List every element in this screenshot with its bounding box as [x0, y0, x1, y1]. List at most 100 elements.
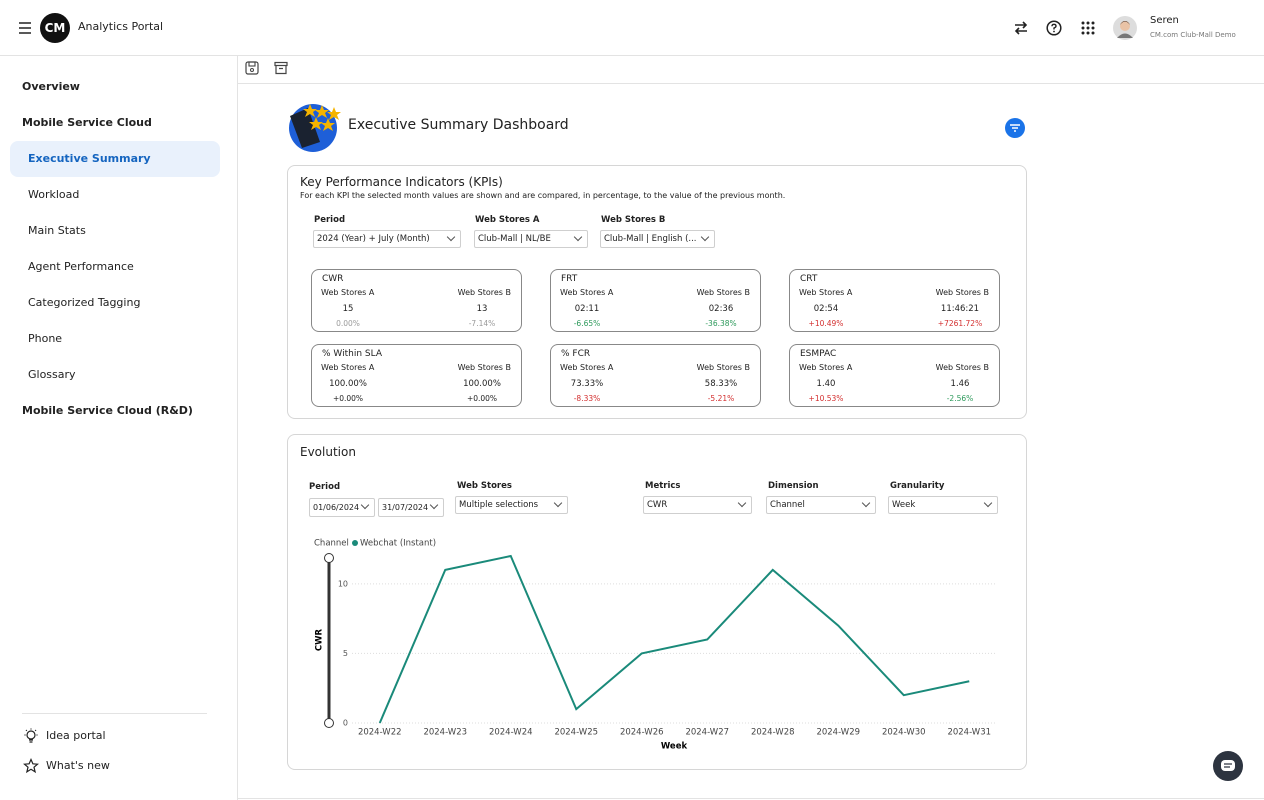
- kpi-value: 100.00%: [329, 379, 367, 389]
- kpi-value: 58.33%: [704, 379, 738, 389]
- x-tick-label: 2024-W24: [489, 728, 533, 738]
- dropdown[interactable]: Channel: [766, 496, 876, 514]
- x-axis-label: Week: [661, 742, 688, 752]
- idea-icon: [24, 728, 38, 743]
- kpi-card-title: % FCR: [561, 349, 591, 359]
- kpi-panel: Key Performance Indicators (KPIs) For ea…: [287, 165, 1027, 419]
- filter-label: Web Stores: [457, 481, 512, 491]
- y-slider-handle: [324, 553, 334, 563]
- nav-item[interactable]: Categorized Tagging: [28, 296, 141, 309]
- kpi-card: CWR Web Stores A Web Stores B 15 13 0.00% -7.1…: [311, 269, 522, 332]
- kpi-card-title: % Within SLA: [322, 349, 383, 359]
- nav-section[interactable]: Mobile Service Cloud (R&D): [22, 404, 193, 417]
- menu-icon[interactable]: [18, 22, 32, 34]
- y-axis-label: CWR: [315, 628, 325, 651]
- column-label: Web Stores B: [457, 363, 511, 372]
- x-tick-label: 2024-W30: [882, 728, 926, 738]
- date-from[interactable]: 01/06/2024: [309, 498, 375, 517]
- help-icon[interactable]: [1046, 20, 1062, 36]
- kpi-change: +10.53%: [808, 394, 844, 403]
- user-name: Seren: [1150, 15, 1179, 26]
- column-label: Web Stores A: [321, 288, 375, 297]
- legend-title: Channel: [314, 539, 349, 549]
- series-line: [378, 554, 970, 724]
- filter-label: Dimension: [768, 481, 819, 491]
- kpi-value: 13: [476, 304, 488, 314]
- evolution-title: Evolution: [300, 445, 356, 459]
- kpi-change: +0.00%: [332, 394, 364, 403]
- filter-label: Granularity: [890, 481, 945, 491]
- column-label: Web Stores A: [799, 288, 853, 297]
- kpi-change: +0.00%: [466, 394, 498, 403]
- kpi-value: 1.46: [950, 379, 970, 389]
- x-tick-label: 2024-W29: [816, 728, 860, 738]
- bottom-border: [238, 798, 1264, 799]
- x-tick-label: 2024-W26: [620, 728, 664, 738]
- kpi-value: 02:54: [813, 304, 839, 314]
- dropdown[interactable]: Club-Mall | NL/BE: [474, 230, 588, 248]
- save-icon[interactable]: [245, 61, 259, 75]
- filter-label: Period: [314, 215, 346, 225]
- sidebar: Overview Mobile Service Cloud Executive Su…: [0, 56, 238, 800]
- kpi-change: -2.56%: [946, 394, 974, 403]
- dropdown[interactable]: Multiple selections: [455, 496, 568, 514]
- y-tick-label: 10: [338, 579, 348, 588]
- kpi-title: Key Performance Indicators (KPIs): [300, 175, 503, 189]
- kpi-change: -36.38%: [705, 319, 737, 328]
- x-tick-label: 2024-W22: [358, 728, 402, 738]
- nav-item[interactable]: Workload: [28, 188, 80, 201]
- nav-section[interactable]: Overview: [22, 80, 80, 93]
- dropdown[interactable]: Week: [888, 496, 998, 514]
- switch-icon[interactable]: [1013, 20, 1029, 36]
- archive-icon[interactable]: [274, 61, 288, 75]
- kpi-description: For each KPI the selected month values a…: [300, 191, 786, 200]
- kpi-change: +7261.72%: [937, 319, 983, 328]
- filter-label: Web Stores B: [601, 215, 666, 225]
- nav-item[interactable]: Phone: [28, 332, 63, 345]
- dropdown[interactable]: 2024 (Year) + July (Month): [313, 230, 461, 248]
- kpi-card-title: CWR: [322, 274, 344, 284]
- dropdown[interactable]: CWR: [643, 496, 752, 514]
- chat-button[interactable]: [1213, 751, 1243, 781]
- column-label: Web Stores B: [935, 288, 989, 297]
- kpi-change: -7.14%: [468, 319, 496, 328]
- kpi-change: -6.65%: [573, 319, 601, 328]
- y-slider-handle: [324, 718, 334, 728]
- kpi-card-title: ESMPAC: [800, 349, 837, 359]
- column-label: Web Stores B: [935, 363, 989, 372]
- kpi-change: +10.49%: [808, 319, 844, 328]
- x-tick-label: 2024-W28: [751, 728, 795, 738]
- x-tick-label: 2024-W31: [947, 728, 991, 738]
- chart: 0 5 10 CWR Week Channel 2024-W22 2024-W23 2024-W…: [314, 539, 995, 752]
- avatar[interactable]: [1113, 16, 1137, 40]
- kpi-value: 73.33%: [570, 379, 604, 389]
- date-to[interactable]: 31/07/2024: [378, 498, 444, 517]
- kpi-card-title: CRT: [800, 274, 818, 284]
- nav-item[interactable]: Main Stats: [28, 224, 86, 237]
- nav-item[interactable]: Executive Summary: [28, 152, 151, 165]
- kpi-value: 15: [342, 304, 354, 314]
- footer-link[interactable]: What's new: [46, 759, 110, 772]
- kpi-value: 100.00%: [463, 379, 501, 389]
- x-tick-label: 2024-W25: [554, 728, 598, 738]
- sidebar-divider: [22, 713, 207, 714]
- kpi-value: 02:36: [708, 304, 734, 314]
- kpi-card: CRT Web Stores A Web Stores B 02:54 11:46:21…: [789, 269, 1000, 332]
- column-label: Web Stores A: [560, 288, 614, 297]
- nav-item[interactable]: Agent Performance: [28, 260, 134, 273]
- filter-button[interactable]: [1005, 118, 1025, 138]
- dropdown[interactable]: Club-Mall | English (...: [600, 230, 715, 248]
- column-label: Web Stores A: [321, 363, 375, 372]
- nav-item[interactable]: Glossary: [28, 368, 76, 381]
- kpi-card: % FCR Web Stores A Web Stores B 73.33% 58.33…: [550, 344, 761, 407]
- user-org: CM.com Club-Mall Demo: [1150, 31, 1236, 39]
- column-label: Web Stores A: [799, 363, 853, 372]
- apps-icon[interactable]: [1081, 21, 1095, 35]
- kpi-value: 1.40: [816, 379, 836, 389]
- nav-section[interactable]: Mobile Service Cloud: [22, 116, 152, 129]
- footer-link[interactable]: Idea portal: [46, 729, 106, 742]
- kpi-card: FRT Web Stores A Web Stores B 02:11 02:36 -6.…: [550, 269, 761, 332]
- kpi-change: -8.33%: [573, 394, 601, 403]
